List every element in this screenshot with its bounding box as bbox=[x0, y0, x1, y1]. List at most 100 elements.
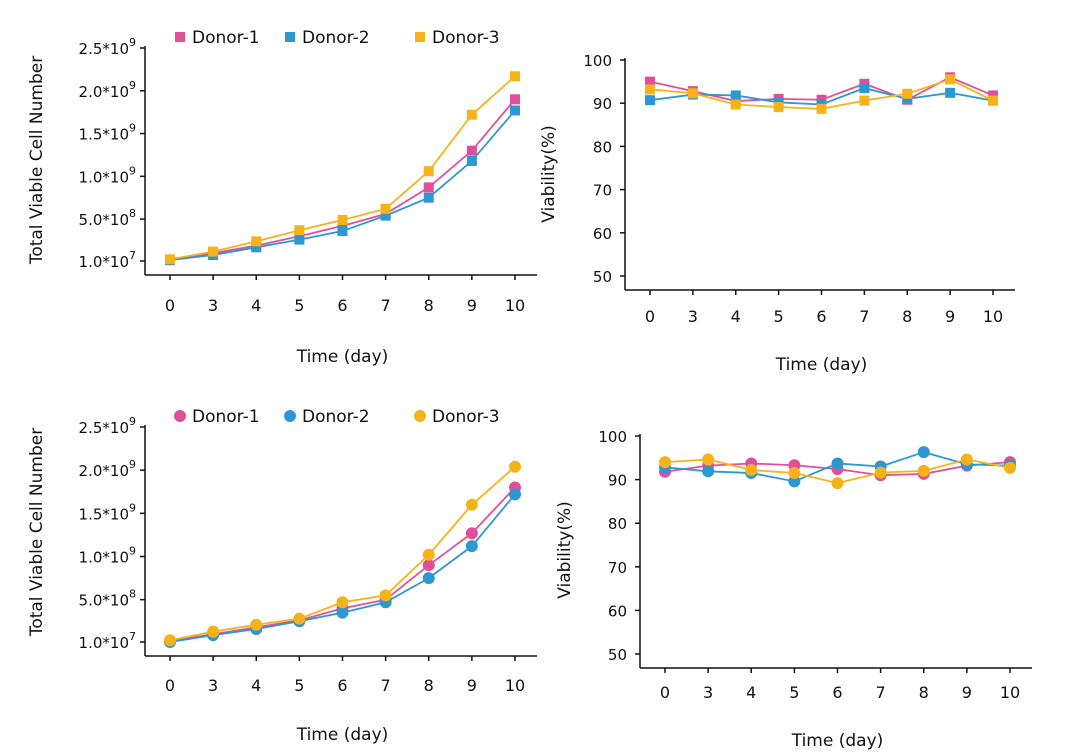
y-tick-label: 60 bbox=[608, 602, 627, 620]
y-tick-label: 5.0*108 bbox=[79, 207, 136, 229]
x-axis-label: Time (day) bbox=[775, 355, 868, 375]
y-tick-label: 70 bbox=[593, 182, 612, 200]
x-tick-label: 10 bbox=[505, 296, 525, 315]
data-point bbox=[337, 226, 348, 237]
x-tick-label: 5 bbox=[774, 307, 784, 326]
legend-label: Donor-1 bbox=[192, 407, 260, 427]
data-point bbox=[380, 203, 391, 214]
x-tick-label: 5 bbox=[294, 676, 304, 695]
series-donor-3 bbox=[659, 453, 1016, 490]
series-donor-3 bbox=[165, 71, 520, 265]
x-tick-label: 7 bbox=[876, 683, 886, 702]
x-tick-label: 6 bbox=[337, 296, 347, 315]
data-point bbox=[902, 93, 913, 104]
x-tick-label: 3 bbox=[688, 307, 698, 326]
y-tick-label: 1.0*109 bbox=[79, 545, 136, 567]
x-tick-label: 6 bbox=[832, 683, 842, 702]
x-axis-label: Time (day) bbox=[296, 725, 389, 745]
data-point bbox=[687, 88, 698, 99]
data-point bbox=[702, 453, 715, 466]
data-point bbox=[988, 90, 998, 101]
y-tick-label: 2.5*109 bbox=[79, 415, 136, 437]
data-point bbox=[336, 606, 349, 619]
legend-label: Donor-1 bbox=[192, 28, 260, 48]
legend-marker bbox=[415, 32, 425, 42]
y-tick-base: 1.0*10 bbox=[79, 253, 129, 271]
chart-2: 50 60 70 80 90 100 0 3 4 5 6 7 8 9 10 Time (day) Viabili… bbox=[539, 52, 1015, 375]
x-tick-label: 7 bbox=[381, 296, 391, 315]
series-donor-1 bbox=[165, 94, 520, 266]
data-point bbox=[293, 612, 306, 625]
data-point bbox=[902, 88, 913, 99]
y-tick-label: 1.5*109 bbox=[79, 122, 136, 144]
y-tick-exponent: 9 bbox=[129, 164, 136, 177]
data-point bbox=[788, 475, 801, 488]
x-tick-label: 9 bbox=[467, 296, 477, 315]
data-point bbox=[423, 166, 434, 177]
x-tick-label: 10 bbox=[505, 676, 525, 695]
data-point bbox=[379, 589, 392, 602]
x-tick-label: 7 bbox=[859, 307, 869, 326]
data-point bbox=[423, 182, 434, 193]
y-tick-base: 2.0*10 bbox=[79, 462, 129, 480]
data-point bbox=[510, 105, 520, 116]
data-point bbox=[945, 87, 956, 98]
y-tick-label: 100 bbox=[598, 428, 627, 446]
y-tick-label: 90 bbox=[608, 472, 627, 490]
data-point bbox=[466, 145, 477, 156]
y-tick-base: 5.0*10 bbox=[79, 592, 129, 610]
data-point bbox=[788, 467, 801, 480]
y-tick-base: 2.0*10 bbox=[79, 83, 129, 101]
data-point bbox=[337, 220, 348, 231]
x-tick-label: 6 bbox=[337, 676, 347, 695]
x-tick-label: 6 bbox=[816, 307, 826, 326]
data-point bbox=[422, 572, 435, 585]
chart-4: 50 60 70 80 90 100 0 3 4 5 6 7 8 9 10 Time (day) Viabili… bbox=[555, 428, 1032, 751]
data-point bbox=[510, 94, 520, 105]
y-tick-label: 50 bbox=[593, 268, 612, 286]
x-tick-label: 10 bbox=[1000, 683, 1020, 702]
x-tick-label: 9 bbox=[962, 683, 972, 702]
x-tick-label: 4 bbox=[746, 683, 756, 702]
data-point bbox=[702, 465, 715, 478]
x-tick-label: 10 bbox=[983, 307, 1003, 326]
x-axis-label: Time (day) bbox=[791, 731, 884, 751]
y-tick-exponent: 9 bbox=[129, 79, 136, 92]
y-tick-exponent: 9 bbox=[129, 545, 136, 558]
y-tick-exponent: 9 bbox=[129, 36, 136, 49]
data-point bbox=[874, 466, 887, 479]
data-point bbox=[250, 618, 263, 631]
x-tick-label: 8 bbox=[424, 676, 434, 695]
data-point bbox=[1004, 461, 1016, 474]
data-point bbox=[645, 95, 655, 106]
data-point bbox=[465, 498, 478, 511]
legend-label: Donor-3 bbox=[432, 28, 500, 48]
x-tick-label: 3 bbox=[703, 683, 713, 702]
y-tick-label: 1.0*109 bbox=[79, 164, 136, 186]
x-tick-label: 0 bbox=[645, 307, 655, 326]
y-tick-label: 80 bbox=[608, 515, 627, 533]
y-axis-label: Viability(%) bbox=[555, 501, 575, 599]
data-point bbox=[336, 596, 349, 609]
data-point bbox=[465, 540, 478, 553]
data-point bbox=[510, 71, 520, 82]
data-point bbox=[422, 559, 435, 572]
x-tick-label: 4 bbox=[251, 676, 261, 695]
x-tick-label: 9 bbox=[945, 307, 955, 326]
y-tick-label: 70 bbox=[608, 559, 627, 577]
y-tick-label: 90 bbox=[593, 95, 612, 113]
data-point bbox=[423, 192, 434, 203]
legend-label: Donor-2 bbox=[302, 28, 370, 48]
chart-1: 1.0*1075.0*1081.0*1091.5*1092.0*1092.5*1… bbox=[27, 28, 537, 367]
data-point bbox=[207, 625, 220, 638]
y-tick-exponent: 9 bbox=[129, 458, 136, 471]
data-point bbox=[659, 456, 671, 469]
legend-marker bbox=[175, 32, 185, 42]
data-point bbox=[730, 90, 741, 101]
legend-marker bbox=[174, 410, 186, 422]
x-tick-label: 3 bbox=[208, 676, 218, 695]
y-axis-label: Total Viable Cell Number bbox=[27, 428, 47, 637]
y-tick-label: 2.5*109 bbox=[79, 36, 136, 58]
y-tick-base: 1.0*10 bbox=[79, 634, 129, 652]
